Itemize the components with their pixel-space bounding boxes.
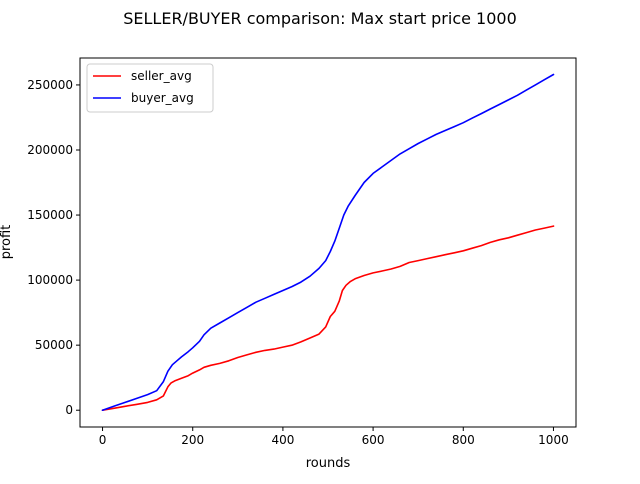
x-tick-label: 0 [99, 433, 107, 447]
y-axis-label: profit [0, 225, 14, 260]
x-axis: 0 200 400 600 800 1000 [99, 427, 569, 447]
y-tick-label: 150000 [27, 208, 73, 222]
y-tick-label: 0 [65, 403, 73, 417]
series-layer [101, 73, 555, 412]
y-tick-label: 100000 [27, 273, 73, 287]
x-tick-label: 1000 [538, 433, 569, 447]
plot-area [80, 58, 576, 427]
plot-frame [79, 57, 577, 428]
chart-title: SELLER/BUYER comparison: Max start price… [123, 9, 517, 28]
y-axis: 0 50000 100000 150000 200000 250000 [27, 78, 80, 417]
x-axis-label: rounds [306, 456, 351, 471]
x-tick-label: 400 [271, 433, 294, 447]
y-tick-label: 50000 [35, 338, 73, 352]
x-tick-label: 800 [452, 433, 475, 447]
legend: seller_avg buyer_avg [86, 63, 214, 113]
x-tick-label: 600 [362, 433, 385, 447]
legend-entries: seller_avg buyer_avg [93, 69, 194, 105]
series-line-buyer_avg [101, 73, 555, 412]
legend-label-seller_avg: seller_avg [131, 69, 192, 83]
series-line-seller_avg [101, 225, 555, 412]
legend-label-buyer_avg: buyer_avg [131, 91, 194, 105]
x-tick-label: 200 [181, 433, 204, 447]
y-tick-label: 250000 [27, 78, 73, 92]
y-tick-label: 200000 [27, 143, 73, 157]
